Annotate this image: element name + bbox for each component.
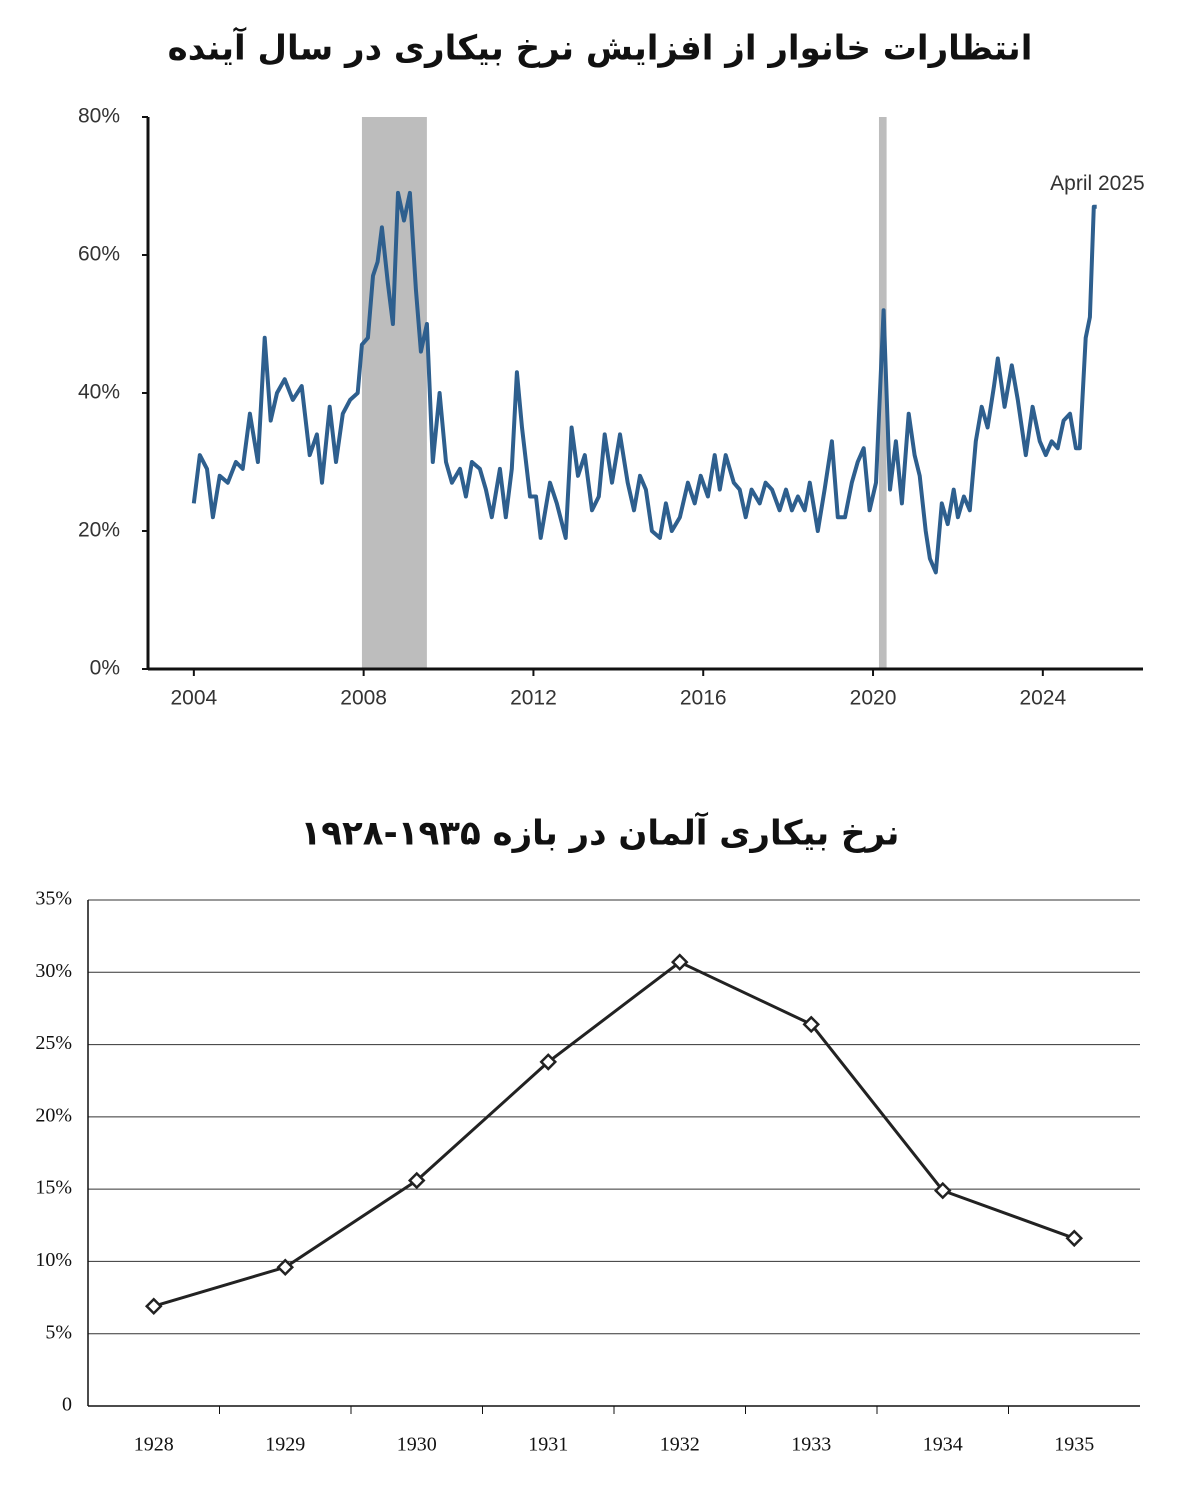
chart-title: انتظارات خانوار از افزایش نرخ بیکاری در … (168, 27, 1033, 69)
data-point (276, 1258, 295, 1276)
y-tick-label: 60% (78, 243, 120, 266)
x-tick-label: 1932 (660, 1434, 700, 1456)
data-point (1065, 1229, 1084, 1248)
y-tick-label: 80% (78, 105, 120, 128)
data-point (933, 1181, 952, 1200)
y-tick-label: 0% (90, 657, 120, 680)
chart-title: نرخ بیکاری آلمان در بازه ۱۹۳۵-۱۹۲۸ (301, 812, 900, 854)
y-tick-label: 30% (35, 960, 72, 982)
x-tick-label: 1930 (397, 1434, 437, 1456)
data-point (144, 1297, 163, 1316)
shaded-period (878, 117, 887, 669)
x-tick-label: 1928 (134, 1434, 174, 1456)
y-tick-label: 35% (35, 888, 72, 910)
data-line (153, 960, 1075, 1308)
x-tick-label: 2012 (510, 687, 557, 710)
x-tick-label: 1934 (923, 1434, 963, 1456)
y-tick-label: 10% (35, 1249, 72, 1271)
y-tick-label: 40% (78, 381, 120, 404)
x-tick-label: 2024 (1019, 687, 1066, 710)
x-tick-label: 1933 (791, 1434, 831, 1456)
x-tick-label: 2004 (170, 687, 217, 710)
y-tick-label: 20% (35, 1104, 72, 1126)
data-line (191, 190, 1097, 575)
data-point (802, 1015, 821, 1034)
annotation: April 2025 (1050, 172, 1145, 195)
y-tick-label: 25% (35, 1032, 72, 1054)
x-tick-label: 2016 (680, 687, 727, 710)
x-tick-label: 1929 (265, 1434, 305, 1456)
x-tick-label: 1931 (528, 1434, 568, 1456)
x-tick-label: 2020 (850, 687, 897, 710)
x-tick-label: 1935 (1054, 1434, 1094, 1456)
y-tick-label: 15% (35, 1177, 72, 1199)
data-point (539, 1053, 558, 1071)
y-tick-label: 5% (45, 1321, 72, 1343)
data-point (407, 1171, 426, 1190)
y-tick-label: 0 (62, 1394, 72, 1416)
x-tick-label: 2008 (340, 687, 387, 710)
shaded-period (361, 117, 427, 669)
data-point (670, 953, 689, 971)
y-tick-label: 20% (78, 519, 120, 542)
